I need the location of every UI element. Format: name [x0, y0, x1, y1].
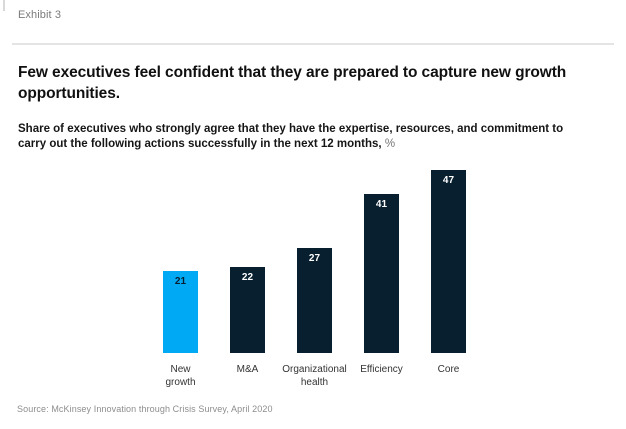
bar-value-label-efficiency: 41 — [375, 199, 388, 210]
bar-new-growth: 21 — [163, 271, 198, 353]
bar-value-label-core: 47 — [442, 175, 455, 186]
subtitle-line-1: Share of executives who strongly agree t… — [18, 123, 564, 135]
page-edge-artifact — [3, 0, 5, 11]
bar-category-label-organizational-health: Organizational health — [282, 364, 347, 388]
bar-core: 47 — [431, 170, 466, 353]
bar-category-label-core: Core — [437, 364, 460, 375]
chart-title: Few executives feel confident that they … — [18, 64, 567, 102]
bar-value-label-m-a: 22 — [241, 272, 254, 283]
bar-efficiency: 41 — [364, 194, 399, 353]
header-divider — [12, 43, 614, 45]
chart-subtitle: Share of executives who strongly agree t… — [18, 122, 618, 152]
bar-value-label-new-growth: 21 — [174, 276, 187, 287]
exhibit-label: Exhibit 3 — [18, 9, 62, 21]
bar-category-label-m-a: M&A — [236, 364, 259, 375]
bar-category-label-efficiency: Efficiency — [360, 364, 403, 375]
bar-value-label-organizational-health: 27 — [308, 253, 321, 264]
source-note: Source: McKinsey Innovation through Cris… — [17, 404, 273, 414]
bar-m-a: 22 — [230, 267, 265, 353]
bar-organizational-health: 27 — [297, 248, 332, 353]
subtitle-line-2: carry out the following actions successf… — [18, 138, 382, 150]
subtitle-percent-sign: % — [384, 138, 396, 150]
bar-category-label-new-growth: New growth — [165, 364, 196, 388]
